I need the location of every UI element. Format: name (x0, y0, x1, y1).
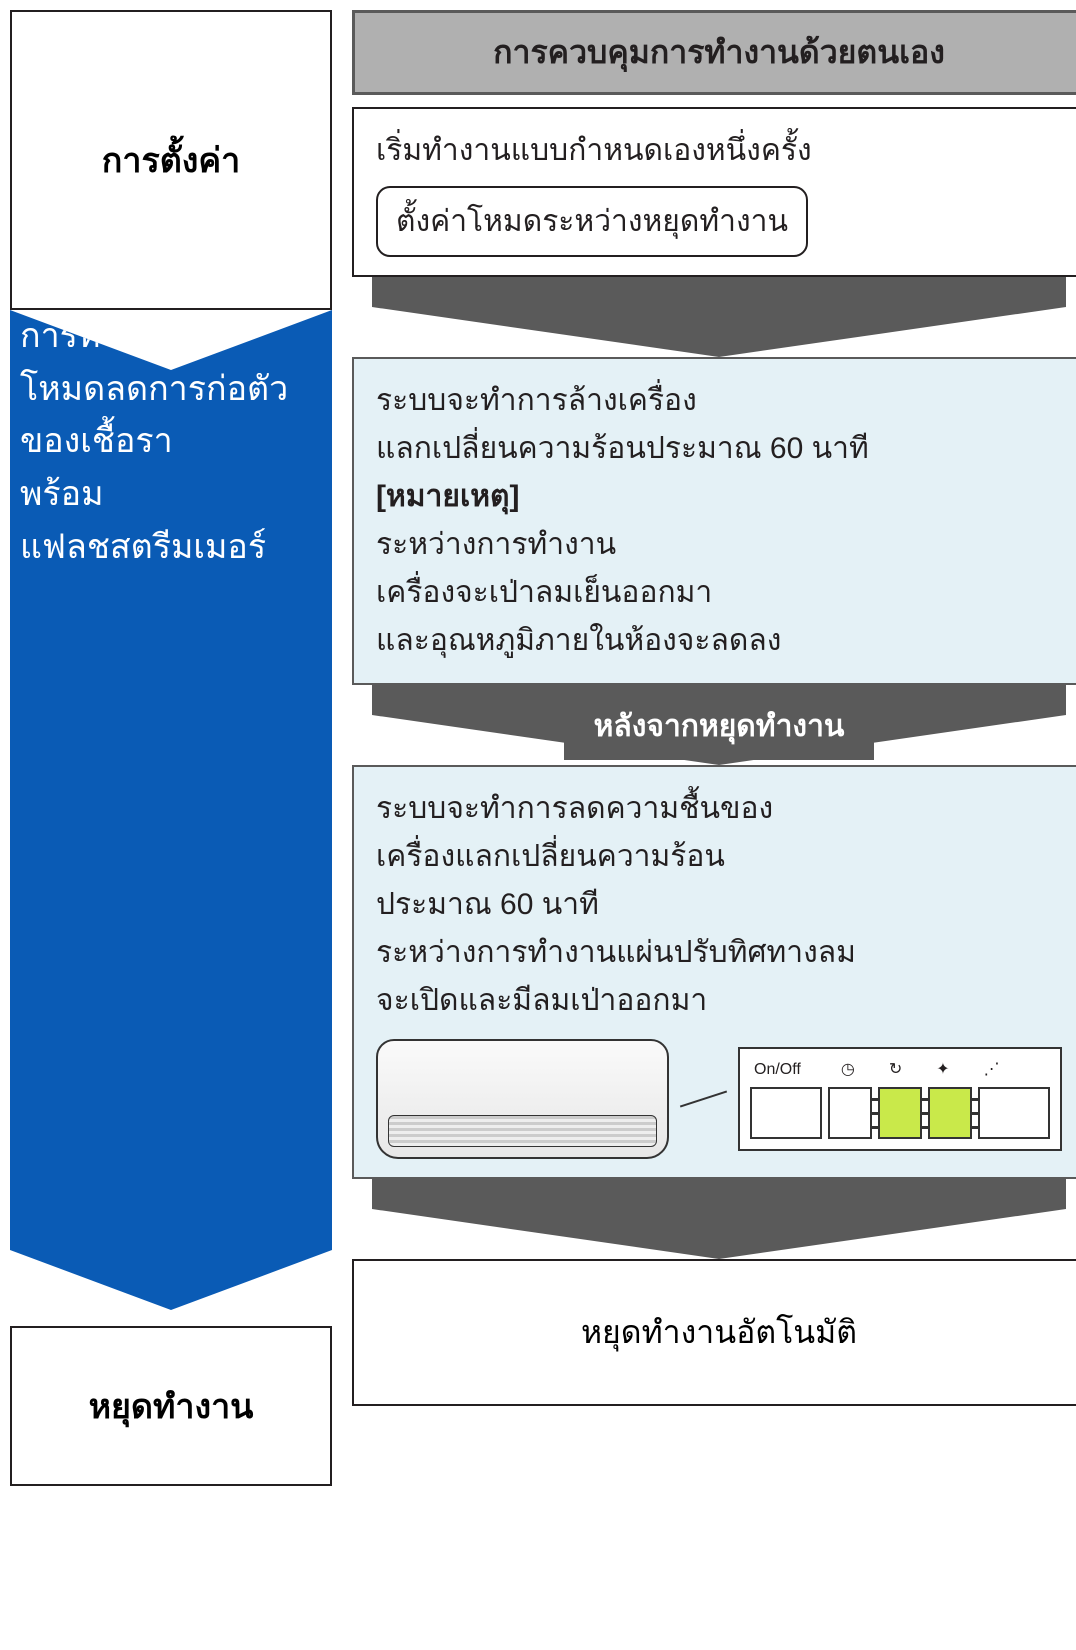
stage-stop: หยุดทำงาน (10, 1326, 332, 1486)
right-column: การควบคุมการทำงานด้วยตนเอง เริ่มทำงานแบบ… (352, 10, 1076, 1486)
indicator-icon-row: On/Off ◷ ↻ ✦ ⋰ (754, 1057, 1000, 1083)
arrow-3 (352, 1179, 1076, 1259)
stage-operation-label: การทำงานของโหมดลดการก่อตัวของเชื้อราพร้อ… (20, 317, 288, 566)
info2-l2: เครื่องแลกเปลี่ยนความร้อน (376, 833, 1062, 881)
info1-l5: และอุณหภูมิภายในห้องจะลดลง (376, 617, 1062, 665)
stage-settings-label: การตั้งค่า (102, 133, 240, 187)
final-text: หยุดทำงานอัตโนมัติ (581, 1314, 857, 1350)
step1-line1: เริ่มทำงานแบบกำหนดเองหนึ่งครั้ง (376, 127, 1062, 174)
ac-unit-icon (376, 1039, 669, 1159)
led-clean (878, 1087, 922, 1139)
info-box-2: ระบบจะทำการลดความชื้นของ เครื่องแลกเปลี่… (352, 765, 1076, 1179)
step1-pill: ตั้งค่าโหมดระหว่างหยุดทำงาน (376, 186, 808, 257)
info1-l3: ระหว่างการทำงาน (376, 521, 1062, 569)
info1-note: [หมายเหตุ] (376, 473, 1062, 521)
refresh-icon: ↻ (889, 1057, 902, 1083)
stage-operation: การทำงานของโหมดลดการก่อตัวของเชื้อราพร้อ… (10, 310, 332, 1310)
arrow-2-label-text: หลังจากหยุดทำงาน (594, 710, 845, 743)
led-wifi (978, 1087, 1050, 1139)
step1-pill-text: ตั้งค่าโหมดระหว่างหยุดทำงาน (396, 205, 788, 238)
info1-l2: แลกเปลี่ยนความร้อนประมาณ 60 นาที (376, 425, 1062, 473)
info1-l1: ระบบจะทำการล้างเครื่อง (376, 377, 1062, 425)
callout-line (680, 1091, 727, 1108)
info2-l5: จะเปิดและมีลมเป่าออกมา (376, 977, 1062, 1025)
led-row (750, 1087, 1050, 1139)
info2-l4: ระหว่างการทำงานแผ่นปรับทิศทางลม (376, 929, 1062, 977)
arrow-2-label: หลังจากหยุดทำงาน (564, 693, 875, 760)
info1-l4: เครื่องจะเป่าลมเย็นออกมา (376, 569, 1062, 617)
led-timer (828, 1087, 872, 1139)
clock-icon: ◷ (841, 1057, 855, 1083)
onoff-label: On/Off (754, 1057, 801, 1083)
led-streamer (928, 1087, 972, 1139)
header-text: การควบคุมการทำงานด้วยตนเอง (493, 34, 945, 70)
step-start-once: เริ่มทำงานแบบกำหนดเองหนึ่งครั้ง ตั้งค่าโ… (352, 107, 1076, 277)
led-onoff (750, 1087, 822, 1139)
stage-settings: การตั้งค่า (10, 10, 332, 310)
manual-control-header: การควบคุมการทำงานด้วยตนเอง (352, 10, 1076, 95)
flowchart-grid: การตั้งค่า การทำงานของโหมดลดการก่อตัวของ… (10, 10, 1066, 1486)
info-box-1: ระบบจะทำการล้างเครื่อง แลกเปลี่ยนความร้อ… (352, 357, 1076, 685)
left-column: การตั้งค่า การทำงานของโหมดลดการก่อตัวของ… (10, 10, 332, 1486)
device-illustration: On/Off ◷ ↻ ✦ ⋰ (376, 1039, 1062, 1159)
indicator-panel: On/Off ◷ ↻ ✦ ⋰ (738, 1047, 1062, 1151)
wifi-icon: ⋰ (984, 1057, 1000, 1083)
info2-l1: ระบบจะทำการลดความชื้นของ (376, 785, 1062, 833)
streamer-icon: ✦ (936, 1057, 949, 1083)
info2-l3: ประมาณ 60 นาที (376, 881, 1062, 929)
arrow-2: หลังจากหยุดทำงาน (352, 685, 1076, 765)
stage-stop-label: หยุดทำงาน (89, 1379, 254, 1433)
final-auto-stop: หยุดทำงานอัตโนมัติ (352, 1259, 1076, 1406)
arrow-1 (352, 277, 1076, 357)
